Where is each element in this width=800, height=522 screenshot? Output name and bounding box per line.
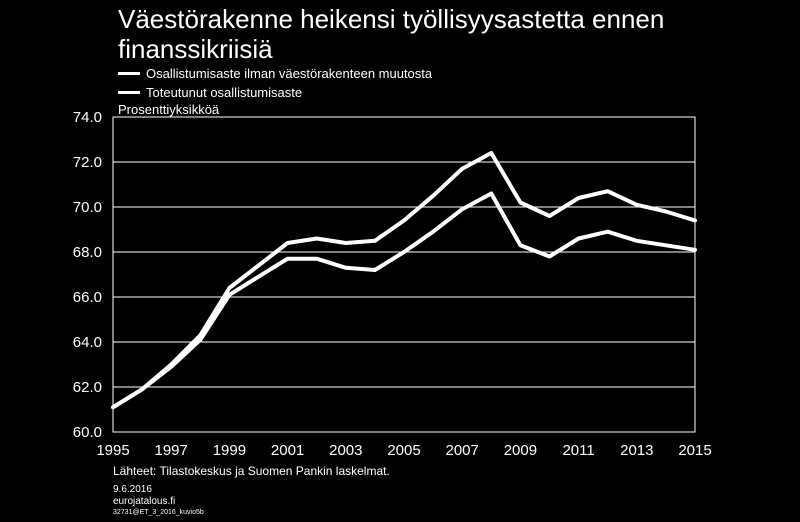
- figure-code: 32731@ET_3_2016_kuvio5b: [113, 509, 204, 516]
- publication-date: 9.6.2016: [113, 484, 152, 495]
- legend-swatch-series-2: [118, 91, 140, 94]
- x-tick-label: 1995: [96, 442, 129, 459]
- legend-label-series-2: Toteutunut osallistumisaste: [146, 84, 303, 100]
- source-note: Lähteet: Tilastokeskus ja Suomen Pankin …: [113, 464, 390, 478]
- legend-swatch-series-1: [118, 72, 140, 75]
- x-tick-label: 2005: [387, 442, 420, 459]
- y-axis-unit-label: Prosenttiyksikköä: [118, 102, 220, 117]
- y-tick-label: 66.0: [73, 289, 102, 306]
- x-tick-label: 2001: [271, 442, 304, 459]
- x-tick-label: 2007: [446, 442, 479, 459]
- chart-title: Väestörakenne heikensi työllisyysastetta…: [118, 4, 665, 64]
- legend-label-series-1: Osallistumisaste ilman väestörakenteen m…: [146, 65, 433, 81]
- legend-item-series-2: Toteutunut osallistumisaste: [118, 83, 432, 102]
- y-tick-label: 74.0: [73, 109, 102, 126]
- x-tick-label: 2011: [562, 442, 594, 459]
- x-tick-label: 2013: [620, 442, 653, 459]
- x-tick-label: 1999: [213, 442, 246, 459]
- y-tick-label: 72.0: [73, 154, 102, 171]
- x-tick-label: 2009: [504, 442, 537, 459]
- y-tick-label: 64.0: [73, 334, 102, 351]
- x-tick-labels: 1995 1997 1999 2001 2003 2005 2007 2009 2011 2013…: [96, 442, 711, 459]
- y-tick-label: 68.0: [73, 244, 102, 261]
- grid-layer: [113, 116, 695, 433]
- plot-frame: [112, 116, 696, 433]
- series-layer: [111, 151, 697, 410]
- legend: Osallistumisaste ilman väestörakenteen m…: [118, 64, 432, 102]
- y-tick-label: 62.0: [73, 379, 102, 396]
- legend-item-series-1: Osallistumisaste ilman väestörakenteen m…: [118, 64, 432, 83]
- series-line-1: [111, 151, 697, 410]
- y-tick-label: 60.0: [73, 424, 102, 441]
- x-tick-label: 2003: [329, 442, 362, 459]
- site-link[interactable]: eurojatalous.fi: [113, 496, 176, 507]
- x-tick-label: 1997: [155, 442, 188, 459]
- x-tick-label: 2015: [678, 442, 711, 459]
- y-tick-label: 70.0: [73, 199, 102, 216]
- y-tick-labels: 60.0 62.0 64.0 66.0 68.0 70.0 72.0 74.0: [73, 109, 102, 441]
- series-line-2: [111, 191, 697, 410]
